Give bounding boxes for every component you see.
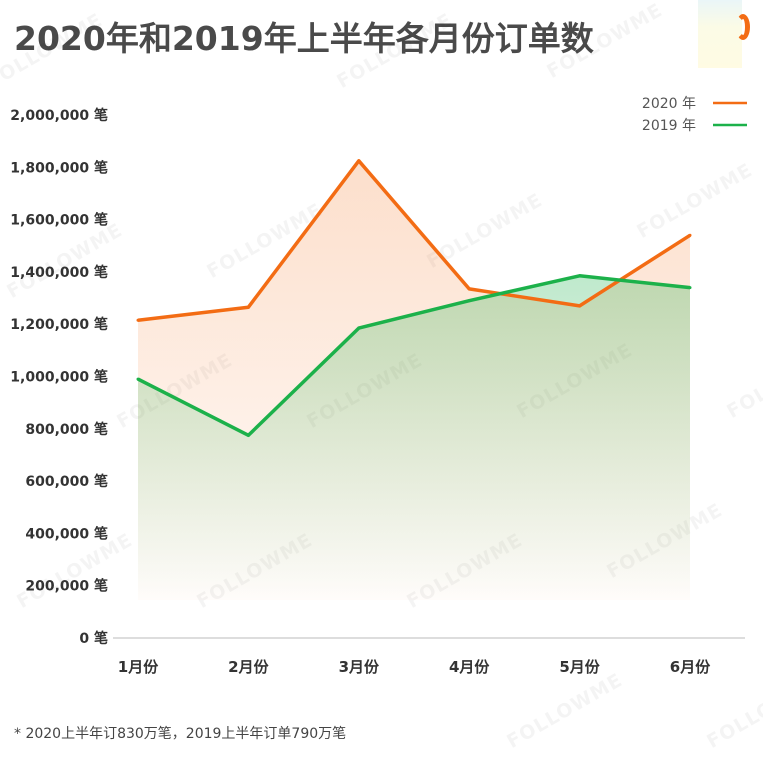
- series-line-0: [137, 159, 691, 323]
- y-tick-label: 800,000 笔: [25, 421, 108, 438]
- y-axis-labels: 0 笔 200,000 笔 400,000 笔 600,000 笔 800,000 笔 1…: [10, 107, 108, 647]
- x-tick-label: 1月份: [118, 658, 159, 676]
- data-point: [357, 159, 361, 163]
- y-tick-label: 1,600,000 笔: [10, 212, 108, 229]
- y-tick-label: 0 笔: [79, 630, 108, 647]
- series-line-1: [137, 274, 691, 438]
- x-tick-label: 3月份: [339, 658, 380, 676]
- y-tick-label: 1,200,000 笔: [10, 316, 108, 333]
- x-tick-label: 2月份: [228, 658, 269, 676]
- legend-label: 2020 年: [642, 96, 696, 112]
- data-point: [467, 299, 471, 303]
- x-tick-label: 5月份: [559, 658, 600, 676]
- data-point: [246, 305, 250, 309]
- page-title: 2020年和2019年上半年各月份订单数: [14, 19, 594, 58]
- legend-label: 2019 年: [642, 118, 696, 134]
- data-point: [136, 318, 140, 322]
- data-point: [578, 274, 582, 278]
- data-point: [136, 377, 140, 381]
- data-point: [688, 286, 692, 290]
- logo-icon: [736, 14, 750, 40]
- data-point: [688, 233, 692, 237]
- x-tick-label: 6月份: [670, 658, 711, 676]
- legend: 2020 年 2019 年: [642, 96, 747, 134]
- x-axis: 1月份 2月份 3月份 4月份 5月份 6月份: [113, 637, 745, 676]
- y-tick-label: 600,000 笔: [25, 473, 108, 490]
- data-point: [467, 287, 471, 291]
- series-lines: [136, 159, 692, 438]
- y-tick-label: 1,400,000 笔: [10, 264, 108, 281]
- footnote: * 2020上半年订830万笔，2019上半年订单790万笔: [14, 726, 347, 742]
- logo: [698, 0, 742, 68]
- data-point: [357, 326, 361, 330]
- y-tick-label: 200,000 笔: [25, 578, 108, 595]
- y-tick-label: 2,000,000 笔: [10, 107, 108, 124]
- y-tick-label: 1,800,000 笔: [10, 159, 108, 176]
- y-tick-label: 400,000 笔: [25, 525, 108, 542]
- y-tick-label: 1,000,000 笔: [10, 369, 108, 386]
- data-point: [246, 433, 250, 437]
- x-tick-label: 4月份: [449, 658, 490, 676]
- area-fill-series-1: [138, 275, 690, 600]
- data-point: [578, 304, 582, 308]
